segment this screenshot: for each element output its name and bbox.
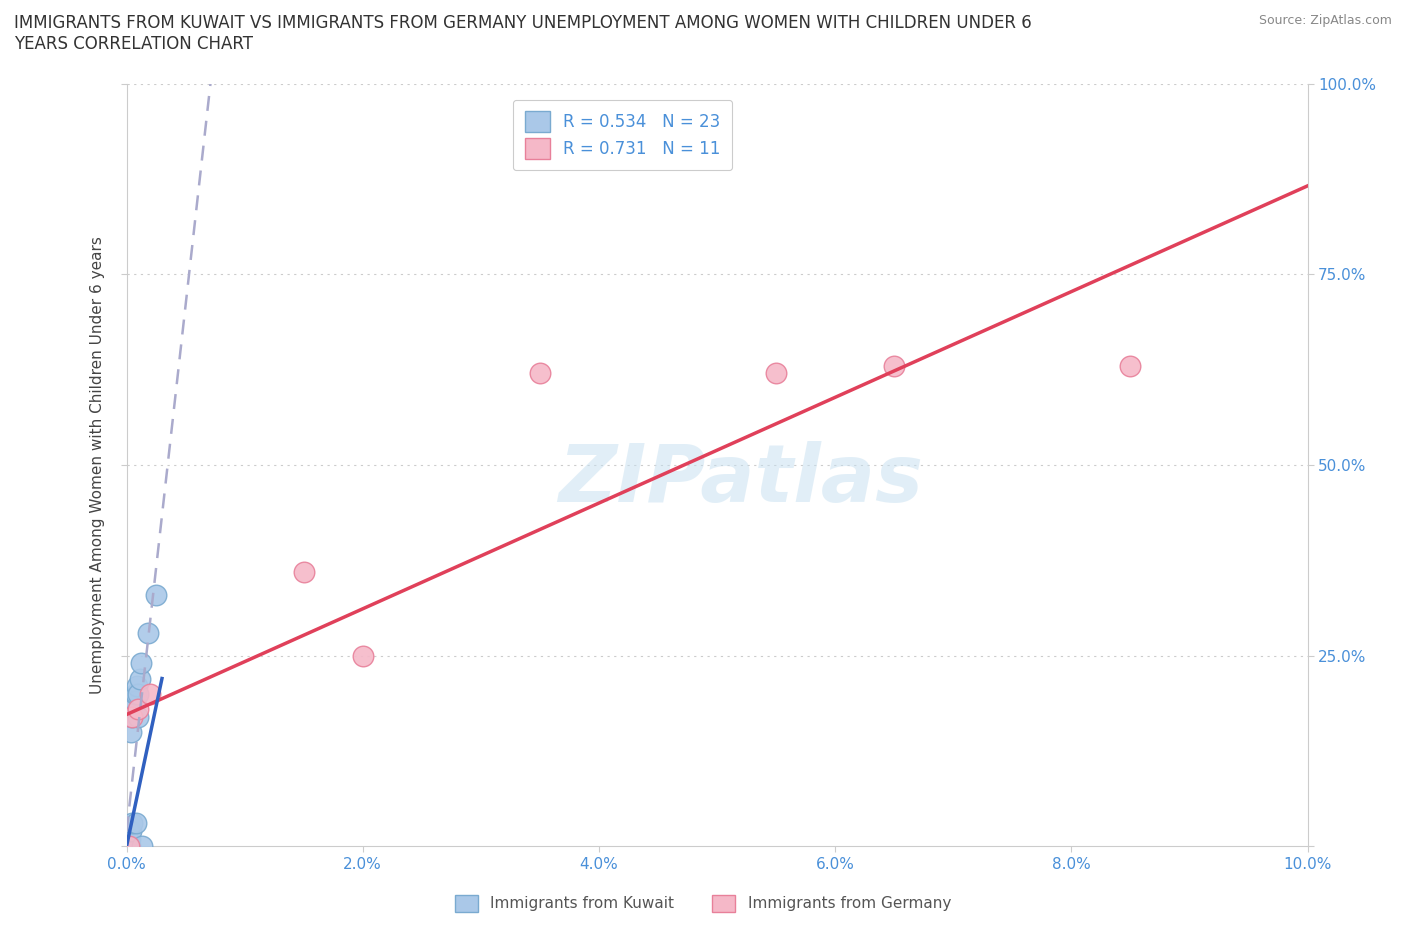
Point xyxy=(124,694,146,709)
Point xyxy=(121,710,143,724)
Point xyxy=(139,686,162,701)
Text: YEARS CORRELATION CHART: YEARS CORRELATION CHART xyxy=(14,35,253,53)
Y-axis label: Unemployment Among Women with Children Under 6 years: Unemployment Among Women with Children U… xyxy=(90,236,105,694)
Point xyxy=(121,816,143,830)
Point xyxy=(124,686,146,701)
Text: ZIPatlas: ZIPatlas xyxy=(558,441,924,519)
Point xyxy=(127,701,149,716)
Text: Source: ZipAtlas.com: Source: ZipAtlas.com xyxy=(1258,14,1392,27)
Point xyxy=(121,710,143,724)
Point xyxy=(118,839,141,854)
Point xyxy=(127,679,149,694)
Point xyxy=(352,648,374,663)
Point xyxy=(118,831,141,846)
Point xyxy=(1119,358,1142,373)
Legend: R = 0.534   N = 23, R = 0.731   N = 11: R = 0.534 N = 23, R = 0.731 N = 11 xyxy=(513,100,733,170)
Point xyxy=(120,724,142,739)
Point xyxy=(120,831,142,846)
Point xyxy=(292,565,315,579)
Legend: Immigrants from Kuwait, Immigrants from Germany: Immigrants from Kuwait, Immigrants from … xyxy=(449,889,957,918)
Point xyxy=(127,686,149,701)
Point xyxy=(118,824,141,839)
Point xyxy=(120,824,142,839)
Point xyxy=(125,686,148,701)
Point xyxy=(120,839,142,854)
Point xyxy=(129,656,152,671)
Text: IMMIGRANTS FROM KUWAIT VS IMMIGRANTS FROM GERMANY UNEMPLOYMENT AMONG WOMEN WITH : IMMIGRANTS FROM KUWAIT VS IMMIGRANTS FRO… xyxy=(14,14,1032,32)
Point xyxy=(145,587,167,602)
Point xyxy=(765,366,787,381)
Point xyxy=(117,839,139,854)
Point xyxy=(127,710,149,724)
Point xyxy=(125,816,148,830)
Point xyxy=(122,701,145,716)
Point xyxy=(120,824,142,839)
Point xyxy=(529,366,551,381)
Point xyxy=(883,358,905,373)
Point xyxy=(131,839,153,854)
Point xyxy=(128,671,150,686)
Point xyxy=(136,625,159,640)
